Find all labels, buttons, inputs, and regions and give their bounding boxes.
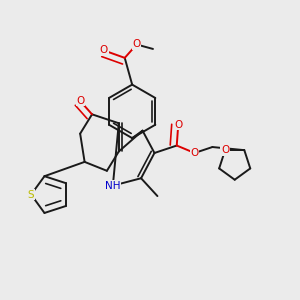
Text: NH: NH xyxy=(105,181,121,191)
Text: O: O xyxy=(221,145,229,155)
Text: S: S xyxy=(28,190,34,200)
Text: O: O xyxy=(133,40,141,50)
Text: O: O xyxy=(190,148,199,158)
Text: O: O xyxy=(174,120,182,130)
Text: O: O xyxy=(76,96,84,106)
Text: O: O xyxy=(100,45,108,56)
